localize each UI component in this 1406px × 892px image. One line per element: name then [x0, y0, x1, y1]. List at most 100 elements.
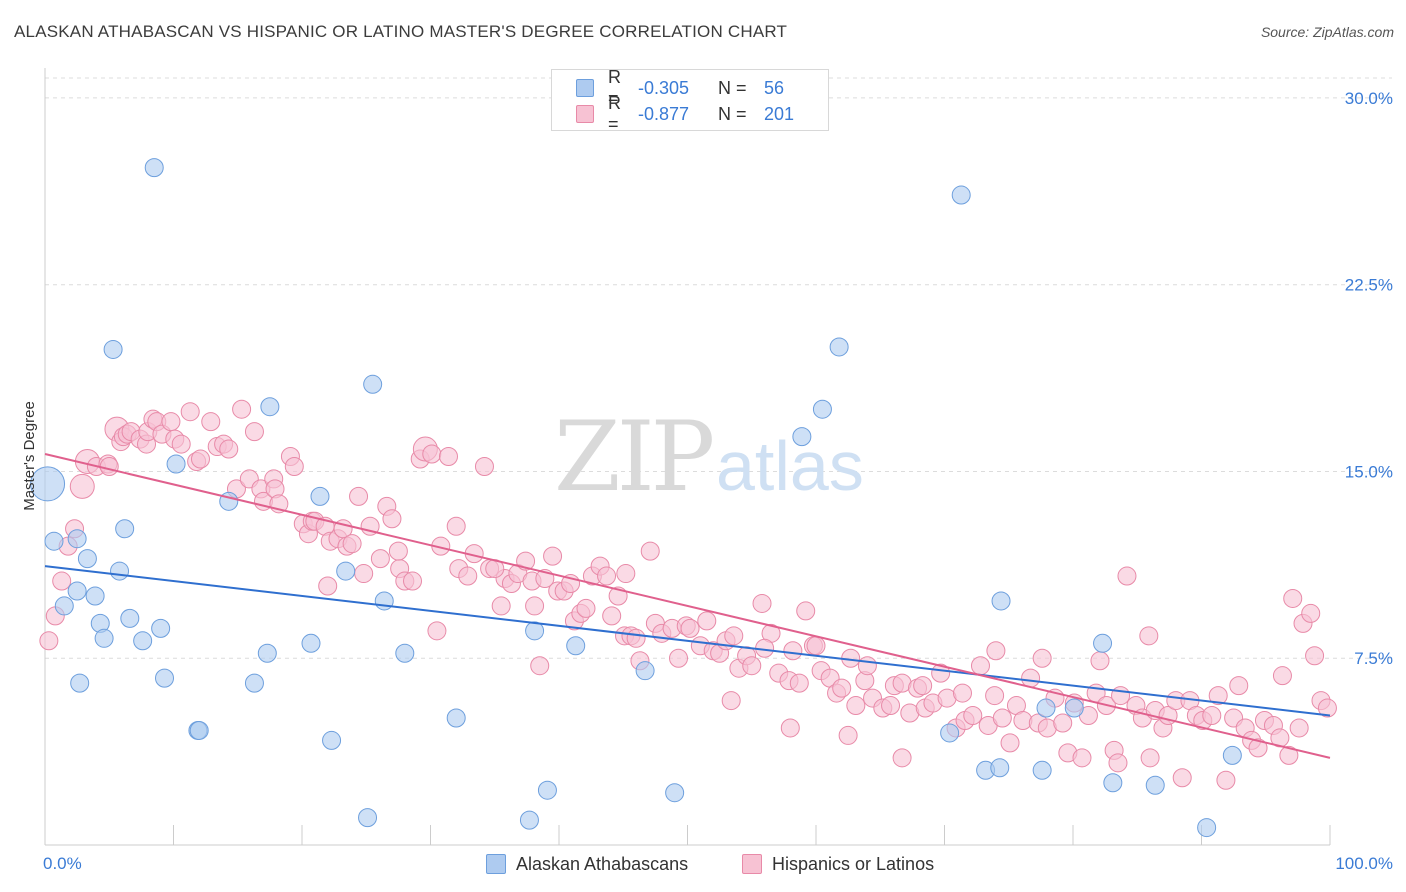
point-hispanic — [616, 564, 636, 584]
point-hispanic — [1000, 733, 1020, 753]
watermark-zip: ZIP — [554, 401, 713, 513]
y-tick-label: 7.5% — [1354, 649, 1393, 668]
point-athabascan — [951, 185, 971, 205]
point-athabascan — [812, 399, 832, 419]
point-hispanic — [180, 402, 200, 422]
point-hispanic — [697, 611, 717, 631]
point-athabascan — [537, 780, 557, 800]
point-hispanic — [543, 546, 563, 566]
point-hispanic — [846, 696, 866, 716]
point-hispanic — [1301, 603, 1321, 623]
chart-title: ALASKAN ATHABASCAN VS HISPANIC OR LATINO… — [14, 22, 788, 41]
point-athabascan — [566, 636, 586, 656]
point-hispanic — [640, 541, 660, 561]
point-hispanic — [1305, 646, 1325, 666]
trend-lines — [44, 453, 1331, 759]
point-athabascan — [336, 561, 356, 581]
legend-r-value: -0.305 — [638, 77, 690, 98]
point-athabascan — [363, 374, 383, 394]
point-athabascan — [30, 466, 66, 502]
point-hispanic — [963, 706, 983, 726]
point-hispanic — [913, 676, 933, 696]
point-hispanic — [1172, 768, 1192, 788]
bottom-legend-swatch-athabascan — [486, 854, 506, 874]
point-athabascan — [1103, 773, 1123, 793]
point-hispanic — [219, 439, 239, 459]
point-athabascan — [120, 608, 140, 628]
data-points — [30, 158, 1337, 838]
legend: R = -0.305 N = 56 R = -0.877 N = 201 — [551, 67, 829, 134]
legend-n-label: N = — [718, 77, 747, 98]
point-athabascan — [1064, 698, 1084, 718]
point-hispanic — [742, 656, 762, 676]
point-athabascan — [166, 454, 186, 474]
point-athabascan — [358, 808, 378, 828]
source-label: Source: ZipAtlas.com — [1260, 24, 1394, 40]
point-athabascan — [1093, 633, 1113, 653]
tick-labels: 7.5% 15.0% 22.5% 30.0% 0.0% 100.0% — [43, 89, 1393, 873]
point-hispanic — [349, 486, 369, 506]
point-hispanic — [354, 564, 374, 584]
point-hispanic — [1021, 668, 1041, 688]
point-hispanic — [525, 596, 545, 616]
point-hispanic — [190, 449, 210, 469]
point-athabascan — [829, 337, 849, 357]
point-hispanic — [1317, 698, 1337, 718]
point-hispanic — [1279, 745, 1299, 765]
legend-n-value: 56 — [764, 77, 785, 98]
point-hispanic — [796, 601, 816, 621]
point-hispanic — [1072, 748, 1092, 768]
point-hispanic — [806, 636, 826, 656]
point-athabascan — [446, 708, 466, 728]
point-hispanic — [783, 641, 803, 661]
point-athabascan — [665, 783, 685, 803]
point-hispanic — [342, 534, 362, 554]
point-hispanic — [491, 596, 511, 616]
point-athabascan — [395, 643, 415, 663]
bottom-legend-swatch-hispanic — [742, 854, 762, 874]
point-athabascan — [257, 643, 277, 663]
point-hispanic — [370, 549, 390, 569]
watermark: ZIP atlas — [554, 401, 864, 513]
point-hispanic — [1053, 713, 1073, 733]
point-athabascan — [144, 158, 164, 178]
point-athabascan — [301, 633, 321, 653]
point-hispanic — [970, 656, 990, 676]
point-hispanic — [992, 708, 1012, 728]
point-athabascan — [67, 529, 87, 549]
point-athabascan — [1036, 698, 1056, 718]
point-hispanic — [1283, 588, 1303, 608]
point-hispanic — [576, 598, 596, 618]
point-hispanic — [39, 631, 59, 651]
point-athabascan — [155, 668, 175, 688]
point-hispanic — [626, 628, 646, 648]
point-athabascan — [519, 810, 539, 830]
point-hispanic — [171, 434, 191, 454]
point-hispanic — [1140, 748, 1160, 768]
point-hispanic — [388, 541, 408, 561]
point-athabascan — [67, 581, 87, 601]
point-athabascan — [94, 628, 114, 648]
point-athabascan — [44, 531, 64, 551]
point-athabascan — [1197, 818, 1217, 838]
bottom-legend-label-athabascan: Alaskan Athabascans — [516, 853, 689, 874]
point-hispanic — [232, 399, 252, 419]
point-athabascan — [1222, 745, 1242, 765]
point-hispanic — [1139, 626, 1159, 646]
point-athabascan — [792, 427, 812, 447]
watermark-atlas: atlas — [716, 427, 864, 505]
point-athabascan — [85, 586, 105, 606]
point-hispanic — [99, 456, 119, 476]
legend-r-label: R = — [608, 93, 621, 134]
point-hispanic — [952, 683, 972, 703]
trend-line-athabascan — [44, 565, 1331, 717]
point-athabascan — [115, 519, 135, 539]
point-hispanic — [1202, 706, 1222, 726]
point-hispanic — [1108, 753, 1128, 773]
x-tick-label: 100.0% — [1335, 854, 1393, 873]
point-hispanic — [931, 663, 951, 683]
point-athabascan — [244, 673, 264, 693]
point-hispanic — [1117, 566, 1137, 586]
x-tick-label: 0.0% — [43, 854, 82, 873]
